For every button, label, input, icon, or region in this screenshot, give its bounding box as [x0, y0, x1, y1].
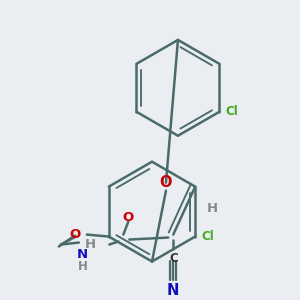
Text: H: H [207, 202, 218, 215]
Text: O: O [70, 228, 81, 241]
Text: O: O [160, 175, 172, 190]
Text: Cl: Cl [201, 230, 214, 243]
Text: N: N [77, 248, 88, 261]
Text: N: N [167, 283, 179, 298]
Text: H: H [77, 260, 87, 273]
Text: O: O [123, 211, 134, 224]
Text: C: C [169, 251, 178, 265]
Text: H: H [84, 238, 95, 251]
Text: Cl: Cl [225, 105, 238, 118]
